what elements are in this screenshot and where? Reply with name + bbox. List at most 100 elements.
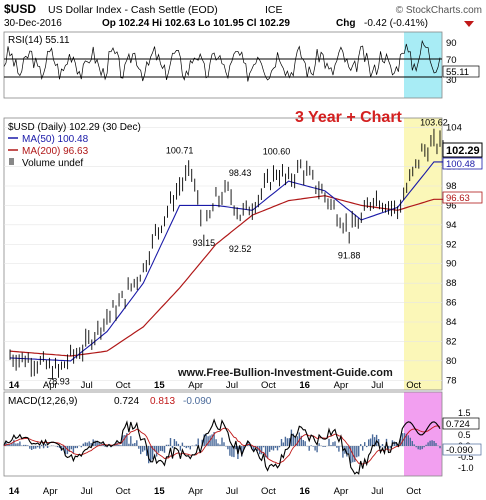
price-annotation: 100.71	[166, 146, 194, 156]
price-panel: $USD (Daily) 102.29 (30 Dec) MA(50) 100.…	[3, 109, 483, 391]
price-annotation: 93.15	[193, 238, 216, 248]
volume-legend-icon	[9, 158, 14, 165]
price-legend-ma50: MA(50) 100.48	[22, 134, 89, 145]
price-highlight	[404, 118, 442, 390]
price-y-tick: 94	[446, 220, 457, 231]
rsi-highlight	[404, 32, 442, 98]
x-axis-label: 16	[299, 486, 310, 497]
macd-y-tick: 0.5	[458, 430, 471, 440]
rsi-last-value: 55.11	[446, 67, 469, 78]
date-label: 30-Dec-2016	[4, 18, 62, 29]
x-axis-label: Jul	[371, 486, 383, 497]
rsi-tick-30: 30	[446, 75, 457, 86]
x-axis-label: Oct	[116, 486, 131, 497]
x-axis-label: 16	[299, 380, 310, 391]
price-y-tick: 78	[446, 375, 457, 386]
exchange-label: ICE	[265, 4, 283, 16]
rsi-last-box	[442, 65, 480, 78]
ma200-line	[10, 195, 443, 357]
symbol-label: $USD	[4, 2, 36, 16]
rsi-panel: RSI(14) 55.11 90 70 30 55.11	[3, 31, 480, 99]
price-annotations: 78.93 100.71 93.15 98.43 92.52 100.60 91.88 103…	[47, 117, 447, 386]
x-axis-label: Oct	[261, 380, 276, 391]
rsi-frame	[3, 31, 443, 99]
price-y-tick: 96	[446, 200, 457, 211]
price-annotation: 78.93	[47, 376, 70, 386]
macd-label: MACD(12,26,9)	[8, 396, 77, 407]
hist-last-value: -0.090	[446, 445, 473, 456]
rsi-line	[3, 39, 441, 82]
price-legend-main: $USD (Daily) 102.29 (30 Dec)	[8, 122, 141, 133]
x-axis-label: Oct	[116, 380, 131, 391]
price-annotation: 98.43	[229, 168, 252, 178]
ma50-line	[10, 161, 443, 362]
watermark-text: www.Free-Bullion-Investment-Guide.com	[177, 367, 393, 379]
price-annotation: 100.60	[263, 147, 291, 157]
price-bars	[9, 128, 444, 380]
price-y-tick: 98	[446, 181, 457, 192]
brand-label: © StockCharts.com	[396, 5, 482, 16]
chg-label: Chg	[336, 18, 355, 29]
x-axis-label: 14	[9, 486, 20, 497]
x-axis-label: Apr	[43, 380, 58, 391]
x-axis-label: Jul	[226, 380, 238, 391]
x-axis-label: Apr	[334, 486, 349, 497]
price-y-tick: 104	[446, 123, 462, 134]
x-axis-label: Oct	[406, 486, 421, 497]
price-y-tick: 80	[446, 356, 457, 367]
last-price-value: 102.29	[446, 145, 480, 157]
macd-y-tick: -0.5	[458, 452, 474, 462]
price-annotation: 103.62	[420, 117, 448, 127]
chart-annotation: 3 Year + Chart	[295, 109, 403, 126]
price-annotation: 92.52	[229, 244, 252, 254]
x-axis-label: 15	[154, 380, 165, 391]
x-axis-label: Apr	[188, 486, 203, 497]
rsi-tick-90: 90	[446, 38, 457, 49]
x-axis-label: Apr	[334, 380, 349, 391]
x-axis-label: Jul	[371, 380, 383, 391]
macd-panel: MACD(12,26,9) 0.724 0.813 -0.090 1.51.00…	[3, 391, 482, 477]
macd-hist-value: -0.090	[183, 396, 212, 407]
hist-last-box	[442, 443, 482, 456]
price-y-tick: 88	[446, 278, 457, 289]
macd-last-box	[442, 417, 480, 430]
ma50-last-box	[442, 157, 483, 170]
ma50-last-value: 100.48	[446, 159, 475, 170]
rsi-label: RSI(14) 55.11	[8, 35, 70, 46]
price-y-tick: 90	[446, 259, 457, 270]
ma200-last-value: 96.63	[446, 193, 470, 204]
x-axis-labels-middle: 14 Apr Jul Oct 15 Apr Jul Oct 16 Apr Jul Oct	[9, 380, 422, 391]
x-axis-label: 15	[154, 486, 165, 497]
x-axis-labels-bottom: 14 Apr Jul Oct 15 Apr Jul Oct 16 Apr Jul Oct	[9, 486, 422, 497]
price-legend-ma200: MA(200) 96.63	[22, 146, 89, 157]
symbol-name: US Dollar Index - Cash Settle (EOD)	[48, 4, 218, 16]
price-y-tick: 92	[446, 239, 457, 250]
macd-frame	[3, 391, 443, 477]
x-axis-label: Oct	[261, 486, 276, 497]
price-legend-volume: Volume undef	[22, 158, 83, 169]
down-arrow-icon	[464, 21, 474, 27]
macd-line	[3, 418, 441, 475]
x-axis-label: 14	[9, 380, 20, 391]
price-frame	[3, 117, 443, 391]
price-y-tick: 86	[446, 298, 457, 309]
x-axis-label: Oct	[406, 380, 421, 391]
chg-value: -0.42 (-0.41%)	[364, 18, 428, 29]
macd-value: 0.724	[114, 396, 139, 407]
x-axis-label: Apr	[188, 380, 203, 391]
macd-histogram	[3, 429, 441, 464]
x-axis-label: Jul	[81, 486, 93, 497]
x-axis-label: Apr	[43, 486, 58, 497]
price-y-tick: 82	[446, 336, 457, 347]
ohlc-label: Op 102.24 Hi 102.63 Lo 101.95 Cl 102.29	[102, 18, 290, 29]
macd-signal-value: 0.813	[150, 396, 175, 407]
macd-y-tick: 1.5	[458, 408, 471, 418]
x-axis-label: Jul	[226, 486, 238, 497]
rsi-tick-70: 70	[446, 55, 457, 66]
price-annotation: 91.88	[338, 250, 361, 260]
macd-last-value: 0.724	[446, 419, 470, 430]
last-price-box	[442, 142, 483, 158]
price-gridlines	[4, 127, 442, 381]
